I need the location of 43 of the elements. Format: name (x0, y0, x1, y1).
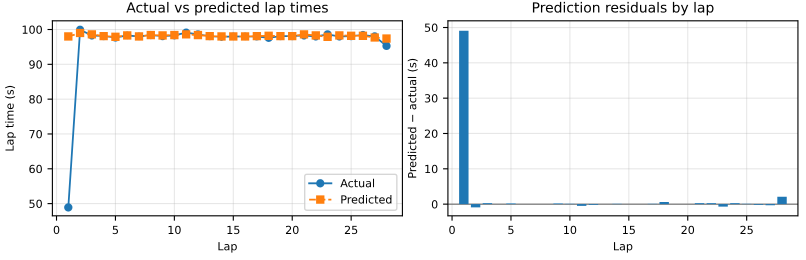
y-tick-label: 0 (432, 200, 438, 209)
y-axis-title: Predicted − actual (s) (408, 58, 418, 178)
bar (718, 204, 728, 207)
point (382, 34, 391, 43)
y-tick-label: 10 (425, 164, 438, 174)
y-tick-label: 100 (22, 25, 42, 34)
x-tick-label: 10 (168, 226, 181, 234)
legend-label: Actual (340, 178, 374, 188)
y-tick-label: 90 (29, 60, 42, 69)
legend-label: Predicted (341, 195, 392, 204)
chart-title: Actual vs predicted lap times (126, 2, 328, 16)
x-tick-label: 15 (227, 226, 240, 234)
bar (777, 196, 787, 204)
y-tick-label: 70 (29, 130, 42, 138)
bar (470, 204, 480, 208)
x-axis-title: Lap (614, 242, 632, 253)
x-tick-label: 25 (740, 226, 753, 234)
y-tick-label: 80 (29, 95, 42, 104)
point (76, 28, 84, 38)
y-tick-label: 40 (424, 58, 438, 68)
x-tick-label: 0 (449, 226, 455, 234)
x-tick-label: 25 (344, 226, 358, 234)
point (264, 32, 273, 40)
chart-title: Prediction residuals by lap (532, 2, 714, 16)
point (64, 203, 72, 212)
y-tick-label: 30 (424, 94, 438, 103)
x-tick-label: 5 (508, 226, 514, 234)
y-tick-label: 60 (29, 164, 42, 174)
point (382, 42, 391, 50)
y-tick-label: 50 (29, 200, 42, 208)
y-tick-label: 50 (424, 23, 438, 32)
x-tick-label: 5 (112, 226, 118, 234)
x-tick-label: 15 (622, 226, 635, 234)
x-tick-label: 0 (54, 226, 60, 234)
x-tick-label: 10 (564, 226, 576, 234)
x-tick-label: 20 (681, 226, 694, 234)
bar (459, 30, 469, 204)
point (64, 32, 72, 41)
point (323, 32, 332, 41)
x-axis-title: Lap (218, 242, 237, 253)
y-tick-label: 20 (424, 129, 438, 138)
x-tick-label: 20 (286, 226, 299, 234)
y-axis-title: Lap time (s) (5, 86, 16, 151)
